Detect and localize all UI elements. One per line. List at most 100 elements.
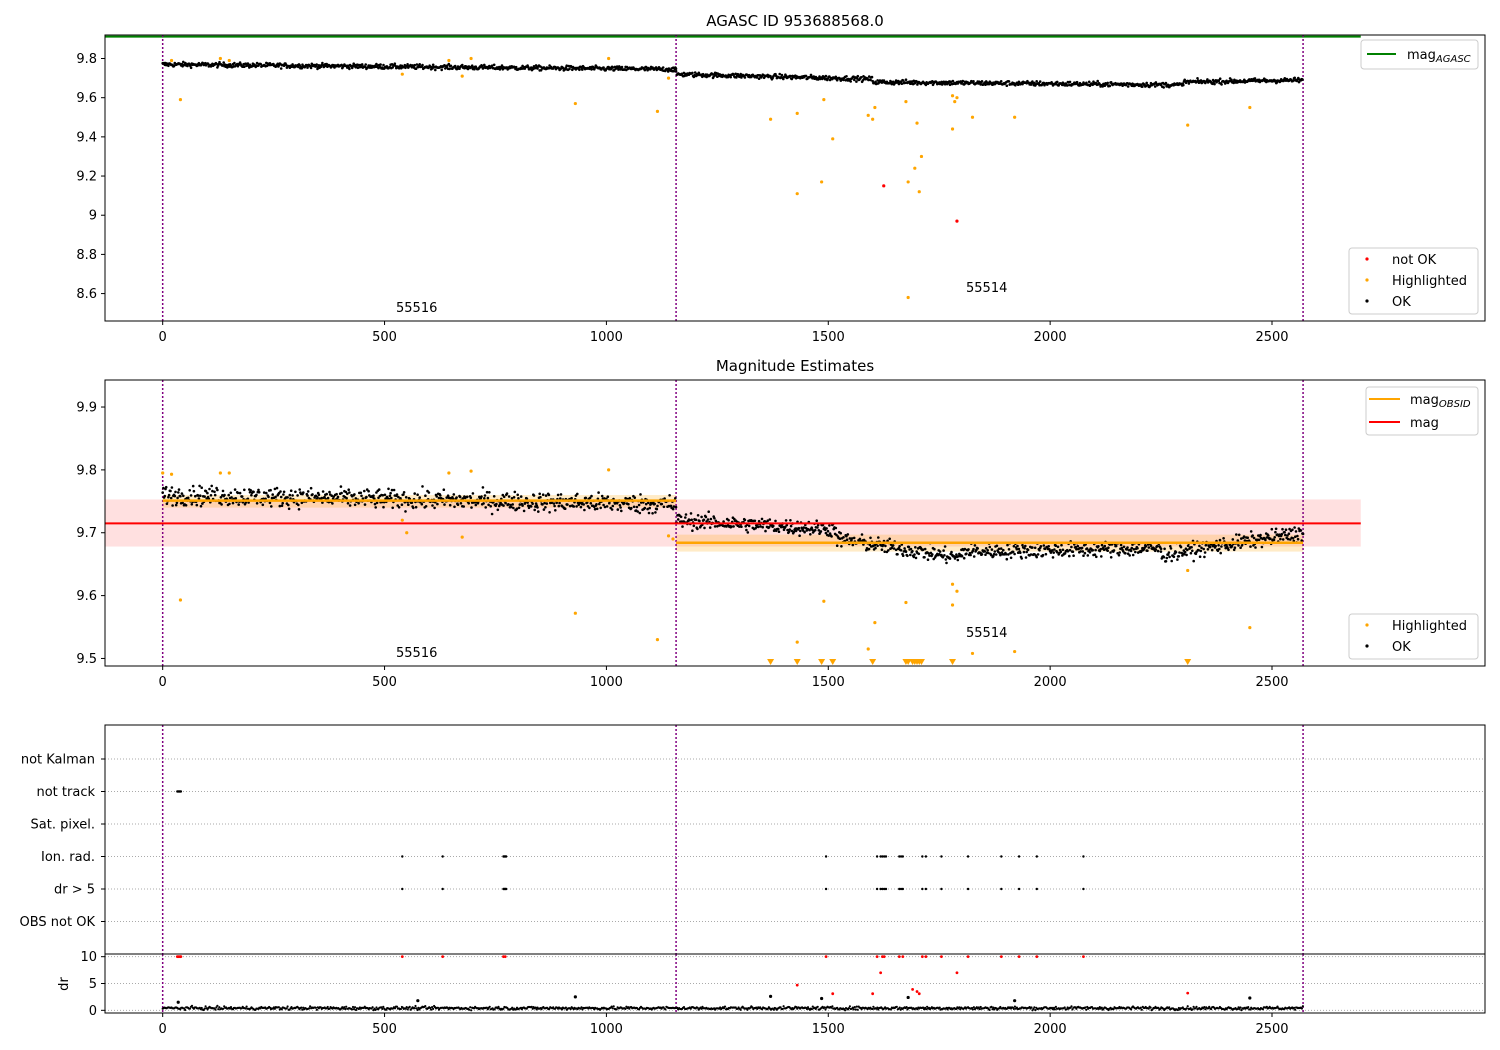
ok-point bbox=[466, 495, 469, 499]
ok-point bbox=[1280, 532, 1284, 536]
ok-point bbox=[279, 490, 282, 493]
ok-point bbox=[209, 494, 213, 497]
ok-point bbox=[846, 533, 850, 536]
ok-point bbox=[1168, 555, 1171, 559]
dr-point bbox=[1140, 1008, 1143, 1011]
ok-point bbox=[206, 62, 210, 65]
ok-point bbox=[1292, 79, 1295, 82]
ok-point bbox=[306, 490, 310, 493]
ok-point bbox=[1178, 551, 1181, 554]
dr-point bbox=[1139, 1006, 1142, 1009]
highlighted-point bbox=[169, 472, 174, 476]
agasc-panel-plot bbox=[105, 35, 1361, 321]
ok-point bbox=[707, 510, 710, 513]
ok-point bbox=[703, 526, 706, 530]
ok-point bbox=[339, 485, 343, 488]
ok-point bbox=[638, 511, 642, 515]
flag-marker bbox=[879, 887, 882, 891]
ok-point bbox=[1162, 555, 1166, 559]
ok-point bbox=[1080, 546, 1084, 550]
ok-point bbox=[764, 529, 767, 533]
ok-point bbox=[222, 61, 225, 64]
highlighted-point bbox=[178, 98, 183, 102]
ok-point bbox=[1169, 545, 1172, 548]
flag-marker bbox=[1000, 855, 1003, 858]
dr-point bbox=[374, 1008, 377, 1012]
ok-point bbox=[191, 484, 195, 488]
ok-point bbox=[1164, 560, 1168, 563]
highlighted-point bbox=[1186, 123, 1190, 127]
ok-point bbox=[1240, 544, 1244, 547]
dr-point bbox=[405, 1006, 408, 1009]
ok-point bbox=[880, 548, 884, 551]
ok-point bbox=[348, 491, 351, 494]
ok-point bbox=[1004, 553, 1008, 556]
ok-point bbox=[984, 547, 988, 550]
dr-point bbox=[548, 1007, 551, 1011]
ok-point bbox=[377, 488, 381, 491]
dr-point bbox=[1147, 1007, 1150, 1010]
ok-point bbox=[851, 543, 855, 547]
ok-point bbox=[768, 518, 772, 521]
ok-point bbox=[595, 503, 598, 506]
ok-point bbox=[449, 64, 453, 68]
ok-point bbox=[1235, 533, 1238, 536]
ok-point bbox=[1068, 548, 1072, 552]
ok-point bbox=[853, 78, 856, 82]
ok-point bbox=[288, 493, 292, 497]
dr-point bbox=[354, 1008, 358, 1012]
ok-point bbox=[255, 493, 258, 497]
ok-point bbox=[557, 504, 561, 508]
ok-point bbox=[1156, 549, 1160, 553]
ok-point bbox=[702, 518, 706, 522]
ok-point bbox=[552, 502, 556, 505]
ok-point bbox=[230, 496, 233, 499]
ok-point bbox=[950, 550, 953, 554]
ok-point bbox=[1053, 548, 1056, 551]
ok-point bbox=[323, 495, 326, 499]
ok-point bbox=[602, 66, 605, 69]
ok-point bbox=[213, 493, 217, 497]
dr-point bbox=[351, 1008, 354, 1011]
ok-point bbox=[914, 546, 917, 549]
dr-point bbox=[1301, 1005, 1304, 1008]
ok-point bbox=[732, 73, 735, 76]
ok-point bbox=[440, 68, 444, 72]
ok-point bbox=[1198, 555, 1202, 558]
dr-point bbox=[971, 1008, 975, 1011]
x-tick-label: 1000 bbox=[590, 675, 623, 690]
ok-point bbox=[281, 501, 285, 505]
ok-point bbox=[690, 518, 693, 522]
ok-point bbox=[823, 526, 826, 529]
x-tick-label: 2500 bbox=[1255, 330, 1288, 345]
ok-point bbox=[605, 505, 609, 508]
dr-point bbox=[972, 1006, 976, 1009]
legend-marker-ok bbox=[1365, 299, 1369, 303]
y-tick-label: 9.4 bbox=[76, 130, 97, 145]
ok-point bbox=[713, 525, 717, 528]
ok-point bbox=[1284, 528, 1288, 531]
ok-point bbox=[1218, 547, 1221, 551]
dr-point bbox=[314, 1006, 317, 1009]
ok-point bbox=[383, 493, 387, 497]
ok-point bbox=[482, 502, 485, 505]
ok-point bbox=[1156, 544, 1159, 548]
ok-point bbox=[257, 488, 260, 492]
ok-point bbox=[536, 67, 539, 70]
ok-point bbox=[455, 496, 458, 499]
ok-point bbox=[470, 506, 473, 509]
flag-marker bbox=[879, 855, 882, 858]
ok-point bbox=[287, 503, 290, 507]
dr-point bbox=[432, 1007, 435, 1011]
ok-point bbox=[1079, 550, 1082, 553]
ok-point bbox=[391, 66, 395, 69]
ok-point bbox=[229, 491, 233, 495]
ok-point bbox=[1029, 83, 1033, 86]
ok-point bbox=[986, 549, 989, 552]
ok-point bbox=[461, 497, 465, 500]
highlighted-point bbox=[1248, 626, 1252, 630]
ok-point bbox=[268, 501, 272, 505]
ok-point bbox=[1075, 80, 1079, 84]
ok-point bbox=[798, 534, 801, 537]
ok-point bbox=[231, 501, 235, 505]
